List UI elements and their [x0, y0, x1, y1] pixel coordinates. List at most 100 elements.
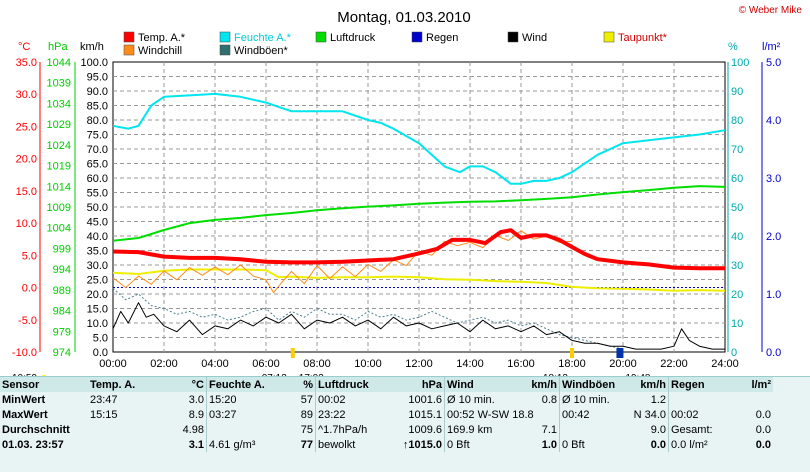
cell: Gesamt:	[668, 422, 733, 437]
col-wind-unit: km/h	[519, 377, 560, 392]
axis-unit-label: hPa	[48, 41, 68, 53]
wind-tick-label: 25.0	[87, 275, 108, 287]
wind-tick-label: 80.0	[87, 115, 108, 127]
legend-label: Temp. A.*	[138, 32, 186, 44]
axis-tick-label: 1029	[47, 119, 71, 131]
weather-chart: Montag, 01.03.2010 © Weber Mike Temp. A.…	[12, 5, 802, 380]
series-line	[112, 302, 725, 350]
table-row-max: MaxWert 15:15 8.9 03:27 89 23:22 1015.1 …	[0, 407, 773, 422]
axis-tick-label: 1039	[47, 78, 71, 90]
axis-tick-label: 15.0	[16, 186, 37, 198]
legend-swatch	[219, 44, 231, 56]
legend-swatch	[603, 31, 615, 43]
chart-axes: 00:00 02:00 04:00 06:00 08:00 10:00 12:00 14:00…	[12, 41, 781, 370]
cell: ^1.7hPa/h	[315, 422, 390, 437]
legend-swatch	[507, 31, 519, 43]
axis-tick-label: 1034	[47, 98, 71, 110]
series-line	[112, 185, 726, 242]
cell: 23:22	[315, 407, 390, 422]
cell: 0.0	[755, 438, 771, 451]
table-header-row: Sensor Temp. A. °C Feuchte A. % Luftdruc…	[0, 377, 773, 392]
legend-label: Wind	[522, 32, 547, 44]
wind-tick-label: 30.0	[87, 260, 108, 272]
cell: 77	[300, 438, 313, 451]
col-temp-unit: °C	[162, 377, 207, 392]
cell: Ø 10 min.	[444, 392, 519, 407]
cell: 8.9	[188, 408, 204, 421]
cell: 0.0	[650, 438, 666, 451]
col-gust: Windböen	[559, 377, 628, 392]
legend-label: Windchill	[138, 45, 182, 57]
axis-tick-label: 3.0	[766, 173, 781, 185]
cell: 75	[300, 423, 313, 436]
axis-tick-label: 999	[53, 243, 71, 255]
cell: 4.98	[182, 423, 204, 436]
cell	[88, 437, 162, 452]
axis-tick-label: 0.0	[22, 283, 37, 295]
cell: 0 Bft	[444, 437, 519, 452]
axis-tick-label: 989	[53, 285, 71, 297]
x-tick-label: 08:00	[303, 358, 331, 370]
cell	[88, 422, 162, 437]
axis-tick-label: 50	[731, 202, 743, 214]
x-tick-label: 12:00	[405, 358, 433, 370]
axis-tick-label: 974	[53, 347, 71, 359]
cell: 1009.6	[408, 423, 442, 436]
axis-unit-label: km/h	[80, 41, 104, 53]
sunrise-marker	[290, 348, 295, 358]
wind-tick-label: 95.0	[87, 72, 108, 84]
cell: Ø 10 min.	[559, 392, 628, 407]
axis-tick-label: 20	[731, 289, 743, 301]
axis-tick-label: 979	[53, 326, 71, 338]
cell: 23:47	[90, 393, 118, 406]
axis-tick-label: 40	[731, 231, 743, 243]
plot-area	[112, 92, 726, 350]
legend-label: Luftdruck	[330, 32, 376, 44]
axis-tick-label: 30.0	[16, 89, 37, 101]
axis-tick-label: 1004	[47, 223, 71, 235]
axis-tick-label: 984	[53, 306, 71, 318]
wind-tick-label: 55.0	[87, 188, 108, 200]
axis-tick-label: -10.0	[12, 347, 37, 359]
cell: 7.1	[541, 423, 557, 436]
row-label: 01.03. 23:57	[2, 438, 64, 451]
axis-tick-label: 35.0	[16, 57, 37, 69]
axis-unit-label: l/m²	[762, 41, 781, 53]
axis-tick-label: 1014	[47, 181, 71, 193]
row-label: Durchschnitt	[2, 423, 70, 436]
wind-tick-label: 50.0	[87, 202, 108, 214]
legend-label: Feuchte A.*	[234, 32, 292, 44]
axis-tick-label: 1024	[47, 140, 71, 152]
cell: 3.1	[188, 438, 204, 451]
axis-tick-label: 10.0	[16, 218, 37, 230]
cell: 00:02	[315, 392, 390, 407]
col-press-unit: hPa	[390, 377, 445, 392]
axis-tick-label: 994	[53, 264, 71, 276]
cell: 1.0	[541, 438, 557, 451]
cell: 4.61 g/m³	[206, 437, 281, 452]
series-line	[112, 92, 726, 185]
axis-tick-label: 80	[731, 115, 743, 127]
x-tick-label: 20:00	[609, 358, 637, 370]
col-press: Luftdruck	[315, 377, 390, 392]
series-line	[112, 287, 624, 350]
table-row-avg: Durchschnitt 4.98 75 ^1.7hPa/h 1009.6 16…	[0, 422, 773, 437]
wind-tick-label: 5.0	[93, 333, 108, 345]
col-rain: Regen	[668, 377, 733, 392]
axis-tick-label: 90	[731, 86, 743, 98]
cell: 57	[300, 393, 313, 406]
axis-tick-label: 60	[731, 173, 743, 185]
axis-tick-label: 1044	[47, 57, 71, 69]
col-hum-unit: %	[281, 377, 316, 392]
legend-label: Taupunkt*	[618, 32, 668, 44]
axis-tick-label: 25.0	[16, 121, 37, 133]
axis-unit-label: °C	[18, 41, 30, 53]
table-row-current: 01.03. 23:57 3.1 4.61 g/m³ 77 bewolkt ↑1…	[0, 437, 773, 452]
cell: 1015.1	[408, 408, 442, 421]
x-tick-label: 14:00	[456, 358, 484, 370]
axis-tick-label: 5.0	[766, 57, 781, 69]
cell: 89	[300, 408, 313, 421]
x-tick-label: 24:00	[711, 358, 739, 370]
axis-tick-label: 0.0	[766, 347, 781, 359]
cell: bewolkt	[315, 437, 390, 452]
